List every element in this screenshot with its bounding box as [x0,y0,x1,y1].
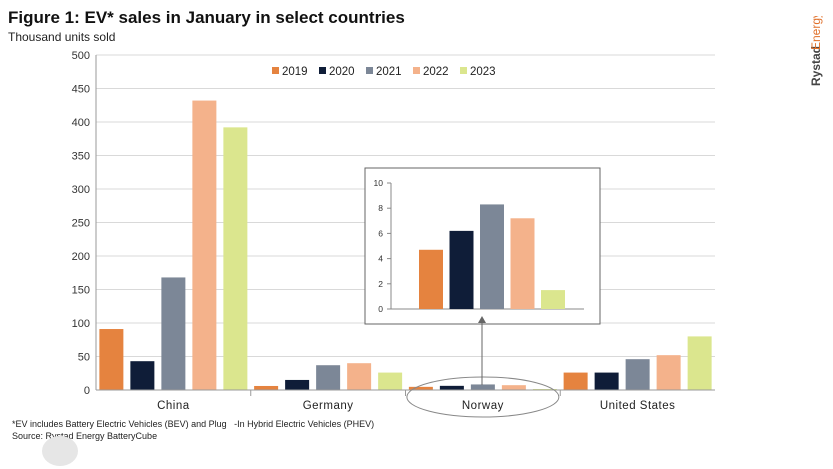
x-tick-label: Germany [303,400,354,412]
bar-series [99,100,712,391]
legend-label-2023: 2023 [470,66,496,78]
inset-y-tick-label: 8 [378,203,383,213]
bar-norway-2020 [439,385,464,390]
bar-norway-2019 [408,386,433,390]
y-tick-label: 100 [72,318,90,330]
bar-germany-2020 [285,379,310,390]
bar-united-states-2023 [687,336,712,390]
logo-text-energy: Energy [809,16,823,50]
footnote-ev-definition: *EV includes Battery Electric Vehicles (… [12,419,375,429]
y-tick-label: 350 [72,151,90,163]
legend: 2019 2020 2021 2022 2023 [272,66,496,78]
y-tick-label: 400 [72,117,90,129]
inset-bar-2020 [449,230,474,309]
x-tick-label: United States [600,400,676,412]
legend-swatch-2019 [272,67,279,74]
y-tick-label: 250 [72,218,90,230]
inset-y-tick-label: 4 [378,254,383,264]
legend-label-2019: 2019 [282,66,308,78]
logo-text-rystad: Rystad [809,46,823,86]
y-tick-label: 0 [84,385,90,397]
y-tick-label: 450 [72,84,90,96]
inset-y-tick-label: 2 [378,279,383,289]
chart-title: Figure 1: EV* sales in January in select… [8,8,405,27]
bar-norway-2023 [532,388,557,390]
bar-china-2022 [192,100,217,390]
legend-label-2021: 2021 [376,66,402,78]
x-tick-label: China [157,400,190,412]
rystad-energy-logo: Rystad Energy [809,16,823,86]
y-tick-label: 500 [72,50,90,62]
legend-swatch-2021 [366,67,373,74]
inset-y-tick-label: 10 [374,178,384,188]
inset-bar-2021 [480,204,504,309]
norway-inset-chart: 0 2 4 6 8 10 [364,167,601,385]
chart-subtitle: Thousand units sold [8,30,116,44]
bar-germany-2023 [378,372,403,390]
legend-label-2022: 2022 [423,66,449,78]
y-tick-label: 300 [72,184,90,196]
bar-united-states-2019 [563,372,588,390]
x-tick-label: Norway [462,400,504,412]
bar-china-2021 [161,277,186,390]
x-axis: China Germany Norway United States [96,376,715,418]
inset-bar-2019 [419,249,443,309]
inset-bar-2023 [541,290,565,309]
bar-germany-2021 [316,365,341,390]
callout-arrow-head [478,316,486,323]
y-tick-label: 200 [72,251,90,263]
bar-united-states-2020 [594,372,619,390]
bar-germany-2022 [347,363,372,390]
legend-swatch-2020 [319,67,326,74]
legend-swatch-2022 [413,67,420,74]
inset-bar-2022 [510,218,535,309]
bar-germany-2019 [254,385,279,390]
highlight-ellipse [406,376,560,418]
bar-united-states-2022 [656,355,681,390]
legend-label-2020: 2020 [329,66,355,78]
bar-china-2023 [223,127,248,391]
bar-united-states-2021 [625,359,650,390]
y-axis: 0 50 100 150 200 250 300 350 400 450 500 [72,50,97,397]
legend-swatch-2023 [460,67,467,74]
page-badge [42,436,78,466]
bar-china-2019 [99,329,124,390]
bar-norway-2021 [470,384,495,390]
bar-china-2020 [130,361,155,390]
y-tick-label: 50 [78,352,90,364]
inset-y-tick-label: 0 [378,304,383,314]
y-tick-label: 150 [72,285,90,297]
inset-y-tick-label: 6 [378,228,383,238]
bar-norway-2022 [501,385,526,390]
